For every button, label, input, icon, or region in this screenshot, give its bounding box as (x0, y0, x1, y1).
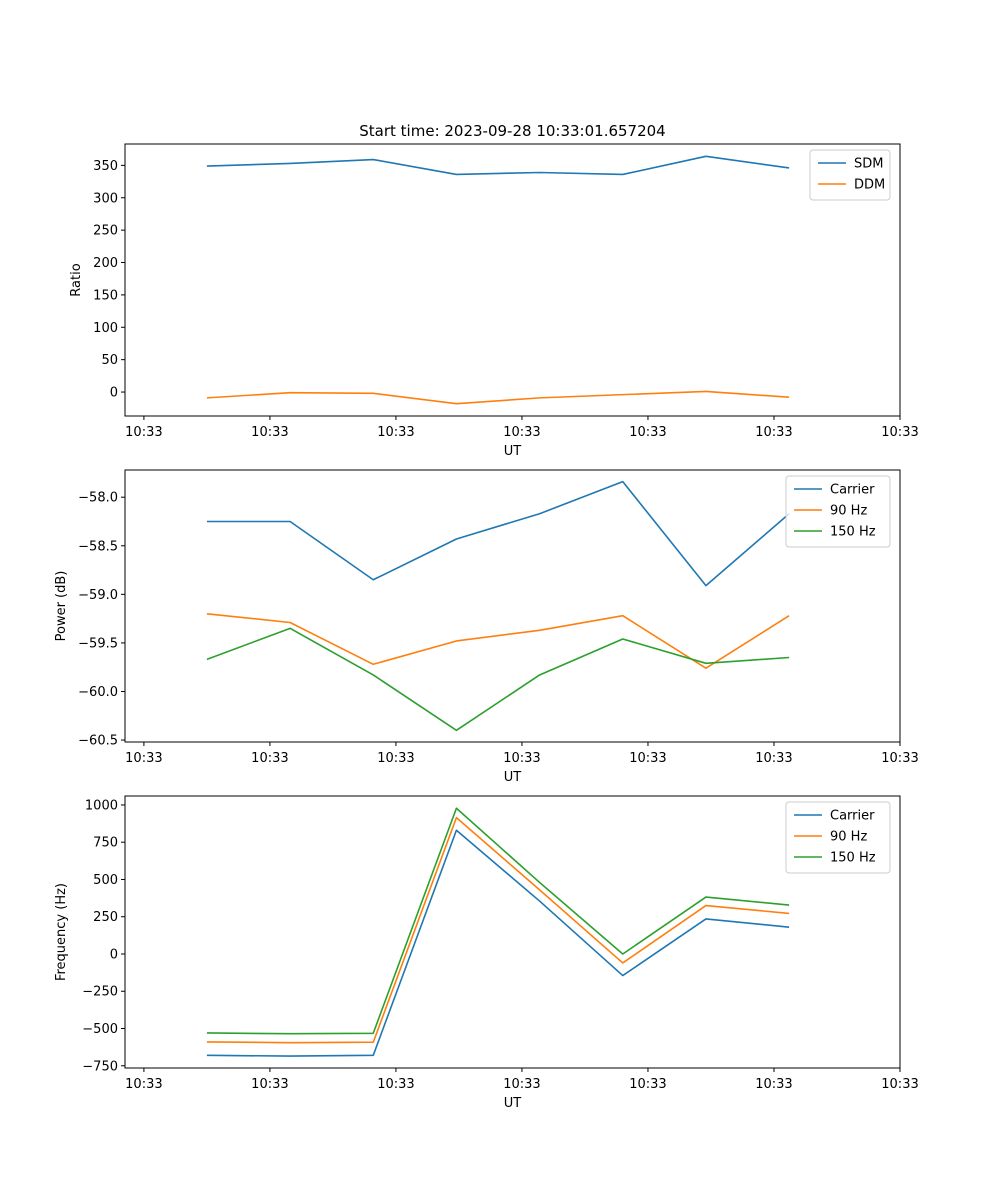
undefined-legend-entry: 90 Hz (830, 830, 867, 845)
undefined-y-tick-label: 250 (93, 224, 118, 239)
undefined-x-tick-label: 10:33 (881, 1077, 918, 1092)
undefined-y-tick-label: 100 (93, 321, 118, 336)
undefined-legend (785, 475, 891, 548)
undefined-y-tick-label: 150 (93, 288, 118, 303)
undefined-x-tick-label: 10:33 (125, 425, 162, 440)
undefined-y-tick-label: 500 (93, 873, 118, 888)
undefined-x-tick-label: 10:33 (125, 1077, 162, 1092)
undefined-legend-entry: Carrier (830, 809, 875, 824)
undefined-y-axis-label: Ratio (69, 263, 84, 296)
undefined-y-tick-label: −60.5 (78, 734, 118, 749)
undefined-y-tick-label: 200 (93, 256, 118, 271)
undefined-y-tick-label: 750 (93, 836, 118, 851)
undefined-series-sdm-line (206, 155, 790, 176)
undefined-axes-frame (124, 143, 901, 417)
undefined-series-150-hz-line (206, 627, 790, 732)
undefined-y-tick-label: 350 (93, 159, 118, 174)
ratio-panel: 0 50 100 150 200 250 300 350 10:33 10:33 10:33 10:3… (69, 143, 919, 459)
undefined-legend (785, 801, 891, 874)
undefined-x-axis-label: UT (504, 1096, 522, 1111)
undefined-legend-entry: 150 Hz (830, 525, 876, 540)
undefined-legend-entry: Carrier (830, 483, 875, 498)
undefined-x-tick-label: 10:33 (251, 751, 288, 766)
undefined-y-tick-label: −250 (82, 985, 118, 1000)
undefined-series-90-hz-line (206, 816, 790, 1044)
undefined-y-axis-label: Frequency (Hz) (54, 883, 69, 981)
undefined-y-tick-label: −58.0 (78, 491, 118, 506)
undefined-x-tick-label: 10:33 (251, 425, 288, 440)
undefined-y-tick-label: 0 (110, 386, 118, 401)
undefined-x-tick-label: 10:33 (377, 751, 414, 766)
undefined-x-tick-label: 10:33 (629, 425, 666, 440)
figure-title: Start time: 2023-09-28 10:33:01.657204 (359, 122, 665, 140)
undefined-axes-frame (124, 795, 901, 1069)
undefined-x-tick-label: 10:33 (881, 751, 918, 766)
undefined-x-tick-label: 10:33 (377, 1077, 414, 1092)
undefined-axes-frame (124, 469, 901, 743)
undefined-series-carrier-line (206, 480, 790, 587)
undefined-y-tick-label: 250 (93, 910, 118, 925)
undefined-y-tick-label: 50 (101, 353, 118, 368)
undefined-y-tick-label: 1000 (85, 798, 118, 813)
undefined-x-tick-label: 10:33 (251, 1077, 288, 1092)
undefined-x-axis-label: UT (504, 770, 522, 785)
undefined-y-axis-label: Power (dB) (54, 571, 69, 642)
undefined-legend-entry: DDM (854, 178, 885, 193)
undefined-x-tick-label: 10:33 (755, 1077, 792, 1092)
undefined-x-tick-label: 10:33 (377, 425, 414, 440)
undefined-legend-entry: SDM (854, 157, 883, 172)
undefined-y-tick-label: −60.0 (78, 685, 118, 700)
undefined-y-tick-label: −500 (82, 1022, 118, 1037)
undefined-x-tick-label: 10:33 (629, 751, 666, 766)
undefined-legend-entry: 90 Hz (830, 504, 867, 519)
undefined-y-tick-label: 0 (110, 947, 118, 962)
undefined-y-tick-label: −750 (82, 1059, 118, 1074)
undefined-y-tick-label: −58.5 (78, 539, 118, 554)
undefined-x-tick-label: 10:33 (755, 425, 792, 440)
undefined-series-150-hz-line (206, 807, 790, 1035)
undefined-x-tick-label: 10:33 (503, 751, 540, 766)
undefined-y-tick-label: 300 (93, 191, 118, 206)
undefined-y-tick-label: −59.0 (78, 588, 118, 603)
power-panel: −60.5 −60.0 −59.5 −59.0 −58.5 −58.0 10:33 10:33… (54, 469, 919, 785)
undefined-x-tick-label: 10:33 (629, 1077, 666, 1092)
undefined-x-tick-label: 10:33 (881, 425, 918, 440)
undefined-x-tick-label: 10:33 (503, 1077, 540, 1092)
frequency-panel: −750 −500 −250 0 250 500 750 1000 10:33 10:33 10:3… (54, 795, 919, 1111)
undefined-x-tick-label: 10:33 (755, 751, 792, 766)
undefined-x-tick-label: 10:33 (503, 425, 540, 440)
undefined-series-ddm-line (206, 390, 790, 405)
undefined-x-tick-label: 10:33 (125, 751, 162, 766)
undefined-y-tick-label: −59.5 (78, 636, 118, 651)
undefined-series-carrier-line (206, 829, 790, 1057)
undefined-legend-entry: 150 Hz (830, 851, 876, 866)
undefined-x-axis-label: UT (504, 444, 522, 459)
